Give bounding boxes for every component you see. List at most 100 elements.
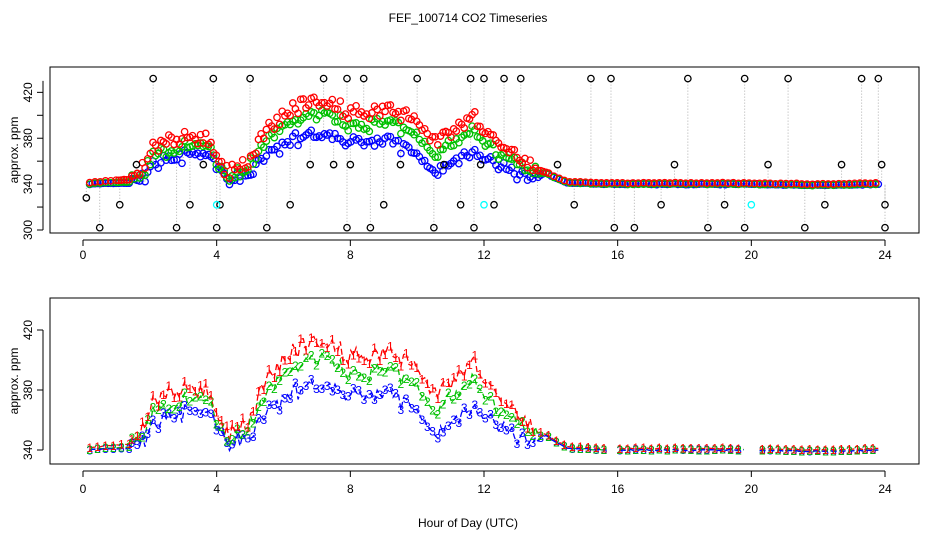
flag-point (149, 74, 158, 83)
series-2-marker: 2 (197, 389, 204, 403)
series-3-marker: 3 (150, 413, 157, 427)
series-2-marker: 2 (287, 365, 294, 379)
x-tick-label: 20 (745, 482, 759, 496)
series-1-marker: 1 (355, 352, 362, 366)
series-1-point (592, 178, 600, 187)
series-1-point (840, 179, 848, 188)
series-2-marker: 2 (498, 405, 505, 419)
series-3-point (410, 149, 418, 157)
series-1-marker: 1 (585, 440, 592, 454)
series-1-point (433, 141, 442, 149)
series-3-point (262, 152, 271, 160)
series-3-marker: 3 (292, 376, 299, 390)
series-3-marker: 3 (202, 405, 209, 419)
series-1-marker: 1 (854, 442, 861, 456)
series-1-marker: 1 (767, 442, 774, 456)
series-1-point (650, 179, 658, 187)
series-2-marker: 2 (218, 420, 225, 434)
series-2-marker: 2 (601, 443, 608, 457)
series-1-marker: 1 (545, 429, 552, 443)
series-2-marker: 2 (680, 443, 687, 457)
series-1-point (850, 179, 859, 188)
series-1-marker: 1 (487, 378, 494, 392)
x-axis-label: Hour of Day (UTC) (418, 516, 518, 530)
series-2-marker: 2 (366, 374, 373, 388)
flag-point (800, 223, 809, 232)
x-tick-label: 4 (213, 482, 220, 496)
series-2-marker: 2 (308, 349, 315, 363)
series-3-marker: 3 (806, 444, 813, 458)
series-1-marker: 1 (775, 442, 782, 456)
series-1-marker: 1 (537, 426, 544, 440)
series-2-marker: 2 (387, 359, 394, 373)
series-3-point (470, 145, 479, 154)
series-1-point (866, 179, 875, 188)
series-1-point (299, 95, 308, 103)
series-2-point (331, 118, 339, 126)
series-1-marker: 1 (340, 354, 347, 368)
series-1-marker: 1 (688, 441, 695, 455)
series-3-marker: 3 (529, 436, 536, 450)
series-1-marker: 1 (553, 434, 560, 448)
flag-point (837, 160, 846, 169)
series-2-point (209, 151, 218, 160)
series-2-marker: 2 (429, 404, 436, 418)
series-1-marker: 1 (361, 354, 368, 368)
series-3-marker: 3 (696, 443, 703, 457)
series-1-marker: 1 (303, 343, 310, 357)
series-3-point (178, 159, 186, 168)
series-1-marker: 1 (126, 437, 133, 451)
series-3-marker: 3 (767, 444, 774, 458)
series-3-marker: 3 (727, 442, 734, 456)
series-1-marker: 1 (783, 442, 790, 456)
series-1-point (259, 134, 268, 143)
series-1-marker: 1 (376, 354, 383, 368)
series-1-point (623, 179, 632, 188)
series-3-line (619, 448, 744, 452)
series-1-point (871, 179, 880, 187)
series-3-marker: 3 (569, 442, 576, 456)
flag-point (396, 160, 405, 169)
series-1-marker: 1 (345, 357, 352, 371)
series-1-point (571, 178, 579, 186)
series-1-marker: 1 (408, 359, 415, 373)
series-2-marker: 2 (165, 402, 172, 416)
series-3-marker: 3 (577, 442, 584, 456)
series-2-marker: 2 (382, 366, 389, 380)
y-tick-label: 380 (21, 380, 35, 400)
series-1-marker: 1 (632, 441, 639, 455)
series-1-point (154, 147, 163, 155)
series-1-marker: 1 (440, 375, 447, 389)
series-1-marker: 1 (139, 415, 146, 429)
series-1-marker: 1 (806, 443, 813, 457)
series-3-marker: 3 (450, 413, 457, 427)
series-1-point (608, 178, 616, 187)
series-1-marker: 1 (255, 385, 262, 399)
series-1-point (91, 178, 99, 186)
series-1-point (196, 130, 205, 139)
series-2-marker: 2 (434, 408, 441, 422)
y-tick-label: 420 (21, 82, 35, 102)
series-1-marker: 1 (696, 442, 703, 456)
series-1-point (336, 97, 345, 105)
series-3-marker: 3 (181, 399, 188, 413)
series-2-marker: 2 (553, 436, 560, 450)
series-2-marker: 2 (514, 417, 521, 431)
series-1-marker: 1 (822, 443, 829, 457)
series-3-marker: 3 (102, 442, 109, 456)
series-3-marker: 3 (350, 381, 357, 395)
series-2-marker: 2 (759, 444, 766, 458)
cyan-point (480, 200, 488, 209)
series-1-point (787, 179, 796, 188)
series-1-marker: 1 (429, 381, 436, 395)
series-2-marker: 2 (440, 398, 447, 412)
flag-point (533, 223, 542, 232)
series-2-marker: 2 (711, 443, 718, 457)
series-1-point (460, 124, 469, 132)
series-1-point (534, 166, 542, 175)
series-1-point (452, 127, 461, 135)
series-1-marker: 1 (529, 425, 536, 439)
y-tick-label: 380 (21, 128, 35, 148)
series-3-point (249, 170, 258, 179)
series-3-point (294, 141, 302, 150)
